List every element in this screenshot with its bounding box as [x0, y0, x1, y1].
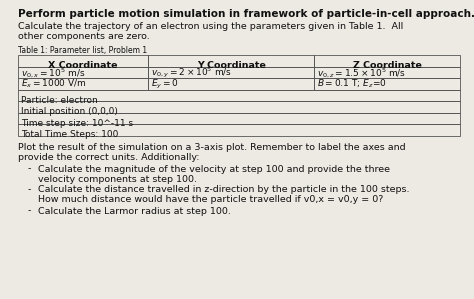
- Bar: [148, 55, 314, 66]
- Bar: [18, 101, 460, 112]
- Bar: [18, 124, 460, 135]
- Text: Z Coordinate: Z Coordinate: [353, 61, 421, 70]
- Text: How much distance would have the particle travelled if v0,x = v0,y = 0?: How much distance would have the particl…: [38, 196, 383, 205]
- Text: other components are zero.: other components are zero.: [18, 32, 150, 41]
- Bar: [314, 55, 460, 66]
- Text: $E_y = 0$: $E_y = 0$: [151, 78, 179, 91]
- Text: $E_x = 1000$ V/m: $E_x = 1000$ V/m: [21, 78, 87, 91]
- Bar: [18, 89, 460, 101]
- Text: Plot the result of the simulation on a 3-axis plot. Remember to label the axes a: Plot the result of the simulation on a 3…: [18, 144, 406, 152]
- Text: Time step size: 10^-11 s: Time step size: 10^-11 s: [21, 119, 133, 128]
- Text: $v_{0,z} = 1.5 \times 10^5$ m/s: $v_{0,z} = 1.5 \times 10^5$ m/s: [317, 66, 406, 80]
- Text: Calculate the magnitude of the velocity at step 100 and provide the three: Calculate the magnitude of the velocity …: [38, 164, 390, 173]
- Bar: [314, 66, 460, 78]
- Bar: [18, 112, 460, 124]
- Text: Y Coordinate: Y Coordinate: [197, 61, 266, 70]
- Bar: [18, 78, 148, 89]
- Text: -: -: [28, 207, 31, 216]
- Text: Particle: electron: Particle: electron: [21, 96, 98, 105]
- Bar: [314, 78, 460, 89]
- Text: Perform particle motion simulation in framework of particle-in-cell approach.: Perform particle motion simulation in fr…: [18, 9, 474, 19]
- Bar: [148, 78, 314, 89]
- Text: $v_{0,y} = 2 \times 10^5$ m/s: $v_{0,y} = 2 \times 10^5$ m/s: [151, 65, 232, 80]
- Text: X Coordinate: X Coordinate: [48, 61, 118, 70]
- Bar: [18, 55, 148, 66]
- Text: Calculate the trajectory of an electron using the parameters given in Table 1.  : Calculate the trajectory of an electron …: [18, 22, 403, 31]
- Text: -: -: [28, 164, 31, 173]
- Text: Total Time Steps: 100: Total Time Steps: 100: [21, 130, 118, 139]
- Text: -: -: [28, 185, 31, 195]
- Text: Calculate the distance travelled in z-direction by the particle in the 100 steps: Calculate the distance travelled in z-di…: [38, 185, 410, 195]
- Text: velocity components at step 100.: velocity components at step 100.: [38, 175, 197, 184]
- Text: Table 1: Parameter list, Problem 1: Table 1: Parameter list, Problem 1: [18, 46, 147, 55]
- Text: Initial position (0,0,0): Initial position (0,0,0): [21, 107, 118, 116]
- Text: provide the correct units. Additionally:: provide the correct units. Additionally:: [18, 153, 200, 162]
- Text: Calculate the Larmor radius at step 100.: Calculate the Larmor radius at step 100.: [38, 207, 231, 216]
- Text: $v_{0,x} = 10^5$ m/s: $v_{0,x} = 10^5$ m/s: [21, 66, 85, 80]
- Bar: [18, 66, 148, 78]
- Bar: [148, 66, 314, 78]
- Text: $B = 0.1$ T; $E_z$=0: $B = 0.1$ T; $E_z$=0: [317, 78, 387, 91]
